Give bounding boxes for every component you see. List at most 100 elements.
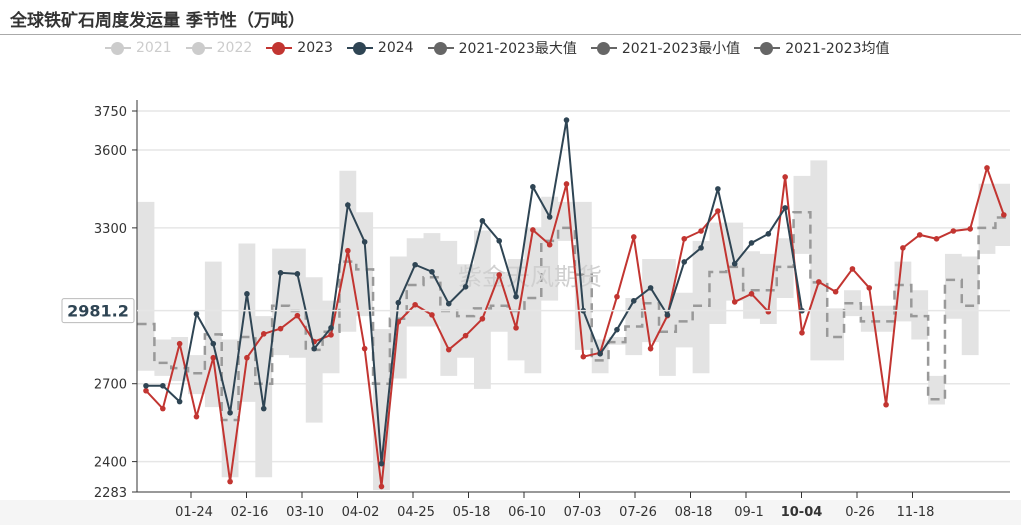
point-2024	[664, 312, 671, 318]
series-line-2023	[145, 164, 1005, 487]
point-2023	[698, 228, 704, 234]
x-tick-label: 07-26	[619, 505, 657, 520]
legend-label: 2023	[297, 40, 333, 56]
point-2024	[143, 382, 149, 389]
point-2024	[210, 340, 217, 347]
x-tick-label: 01-24	[175, 505, 213, 520]
point-2023	[244, 354, 250, 361]
point-2023	[513, 325, 519, 331]
x-tick-label: 04-25	[397, 505, 435, 520]
point-2024	[429, 268, 435, 275]
point-2023	[900, 245, 906, 251]
point-2023	[782, 174, 788, 180]
point-2024	[698, 245, 704, 251]
point-2024	[715, 186, 721, 192]
point-2023	[227, 478, 233, 485]
x-tick-label: 06-10	[508, 505, 546, 520]
point-2023	[294, 312, 301, 319]
point-2023	[849, 266, 856, 272]
point-2023	[799, 329, 805, 336]
legend-item-2024[interactable]: 2024	[346, 38, 414, 58]
series-line-2024	[146, 119, 803, 464]
legend-swatch-icon	[185, 42, 212, 55]
point-2023	[765, 308, 772, 315]
point-2023	[681, 235, 688, 242]
point-2024	[244, 291, 250, 297]
point-2024	[765, 231, 772, 237]
legend-item-2023[interactable]: 2023	[266, 38, 333, 58]
point-2023	[647, 345, 654, 352]
title-divider	[0, 34, 1021, 35]
point-2023	[715, 208, 721, 214]
point-2023	[530, 227, 536, 233]
legend-item-2022[interactable]: 2022	[185, 38, 252, 58]
legend: 2021 2022 2023 2024 2021-2023最大值 2021-2023最小值…	[105, 38, 890, 58]
point-2023	[546, 241, 553, 248]
point-2023	[462, 332, 469, 339]
point-2024	[748, 240, 755, 246]
x-tick-label: 09-1	[734, 505, 764, 520]
point-2024	[378, 460, 385, 467]
point-2023	[748, 291, 755, 297]
point-2024	[345, 202, 351, 208]
point-2023	[916, 232, 923, 238]
point-2023	[210, 354, 217, 361]
point-2024	[227, 409, 233, 416]
point-2023	[630, 234, 637, 240]
point-2023	[277, 325, 284, 332]
point-2023	[412, 301, 418, 308]
x-cursor-label: 10-04	[781, 505, 823, 520]
point-2024	[496, 238, 503, 244]
point-2024	[294, 271, 301, 277]
point-2024	[647, 285, 654, 291]
point-2024	[614, 326, 620, 333]
point-2024	[513, 293, 519, 300]
point-2024	[311, 345, 318, 352]
point-2023	[328, 332, 334, 338]
legend-swatch-icon	[105, 42, 131, 55]
point-2023	[866, 285, 873, 291]
point-2023	[1001, 212, 1007, 218]
point-2023	[563, 181, 570, 187]
point-2024	[260, 405, 267, 412]
x-tick-label: 03-10	[286, 505, 324, 520]
point-2023	[345, 247, 351, 254]
point-2023	[967, 226, 973, 232]
legend-item-2021-2023最大值[interactable]: 2021-2023最大值	[427, 38, 577, 58]
point-2023	[614, 293, 620, 300]
point-2023	[496, 272, 503, 278]
point-2024	[395, 299, 402, 306]
point-2023	[984, 165, 990, 171]
point-2024	[277, 270, 284, 276]
point-2023	[143, 387, 149, 394]
mean-line	[137, 211, 1010, 422]
y-tick-label: 3600	[94, 144, 127, 159]
x-tick-label: 11-18	[897, 505, 935, 520]
point-2024	[597, 351, 603, 357]
legend-item-2021-2023最小值[interactable]: 2021-2023最小值	[590, 38, 741, 58]
chart-title: 全球铁矿石周度发运量 季节性（万吨）	[10, 11, 305, 31]
y-tick-label: 2283	[94, 486, 127, 501]
y-tick-label: 3300	[94, 222, 127, 237]
point-2024	[630, 298, 637, 304]
legend-item-2021[interactable]: 2021	[105, 38, 172, 58]
y-cursor-label: 2981.2	[67, 302, 129, 321]
legend-label: 2024	[377, 40, 414, 56]
point-2024	[731, 260, 738, 267]
legend-label: 2021-2023最小值	[621, 41, 741, 57]
point-2023	[816, 279, 822, 285]
x-tick-label: 0-26	[845, 505, 875, 520]
legend-item-2021-2023均值[interactable]: 2021-2023均值	[754, 38, 890, 58]
point-2023	[378, 483, 385, 490]
legend-swatch-icon	[590, 42, 617, 55]
x-tick-label: 08-18	[675, 505, 713, 520]
legend-label: 2021-2023均值	[785, 41, 890, 57]
x-tick-label: 02-16	[231, 505, 269, 520]
legend-swatch-icon	[754, 42, 781, 55]
point-2024	[361, 239, 368, 245]
x-tick-label: 07-03	[564, 505, 602, 520]
legend-swatch-icon	[266, 42, 293, 55]
point-2024	[462, 284, 469, 290]
